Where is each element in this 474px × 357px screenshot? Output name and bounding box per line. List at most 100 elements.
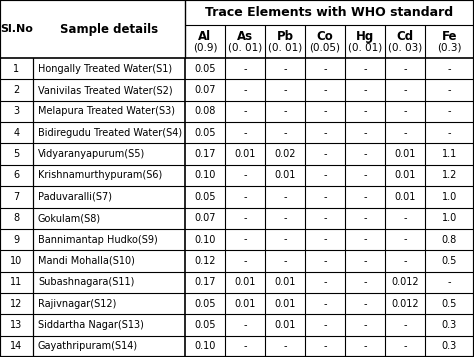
- Text: Fe: Fe: [442, 30, 457, 43]
- Text: 0.05: 0.05: [194, 298, 216, 308]
- Text: 11: 11: [10, 277, 23, 287]
- Text: 0.07: 0.07: [194, 85, 216, 95]
- Text: -: -: [243, 320, 247, 330]
- Text: Trace Elements with WHO standard: Trace Elements with WHO standard: [205, 6, 454, 19]
- Text: Rajivnagar(S12): Rajivnagar(S12): [38, 298, 117, 308]
- Text: Co: Co: [317, 30, 333, 43]
- Text: -: -: [363, 149, 367, 159]
- Text: -: -: [283, 235, 287, 245]
- Text: -: -: [323, 213, 327, 223]
- Text: 1.0: 1.0: [442, 192, 457, 202]
- Text: 0.01: 0.01: [234, 298, 255, 308]
- Text: 14: 14: [10, 341, 23, 351]
- Text: -: -: [283, 64, 287, 74]
- Text: 1: 1: [13, 64, 19, 74]
- Text: -: -: [323, 85, 327, 95]
- Text: Paduvaralli(S7): Paduvaralli(S7): [38, 192, 112, 202]
- Text: 1.1: 1.1: [442, 149, 457, 159]
- Text: -: -: [243, 85, 247, 95]
- Text: 0.10: 0.10: [194, 170, 216, 181]
- Text: -: -: [323, 235, 327, 245]
- Text: -: -: [283, 213, 287, 223]
- Text: -: -: [283, 192, 287, 202]
- Text: 13: 13: [10, 320, 23, 330]
- Text: Sl.No: Sl.No: [0, 24, 33, 34]
- Text: 0.17: 0.17: [194, 277, 216, 287]
- Text: Melapura Treated Water(S3): Melapura Treated Water(S3): [38, 106, 175, 116]
- Text: (0.05): (0.05): [310, 42, 340, 52]
- Text: Vidyaranyapurum(S5): Vidyaranyapurum(S5): [38, 149, 145, 159]
- Text: -: -: [323, 277, 327, 287]
- Text: -: -: [363, 235, 367, 245]
- Text: -: -: [323, 106, 327, 116]
- Text: 0.5: 0.5: [442, 298, 457, 308]
- Text: -: -: [323, 341, 327, 351]
- Text: -: -: [403, 213, 407, 223]
- Text: -: -: [448, 277, 451, 287]
- Text: -: -: [403, 128, 407, 138]
- Text: -: -: [243, 170, 247, 181]
- Text: 0.05: 0.05: [194, 320, 216, 330]
- Text: 3: 3: [13, 106, 19, 116]
- Text: 0.01: 0.01: [394, 149, 416, 159]
- Text: 7: 7: [13, 192, 19, 202]
- Text: -: -: [448, 64, 451, 74]
- Text: 0.17: 0.17: [194, 149, 216, 159]
- Text: Sample details: Sample details: [60, 22, 158, 35]
- Text: 5: 5: [13, 149, 19, 159]
- Text: 8: 8: [13, 213, 19, 223]
- Text: Al: Al: [199, 30, 211, 43]
- Text: 2: 2: [13, 85, 19, 95]
- Text: 0.08: 0.08: [194, 106, 216, 116]
- Text: Bannimantap Hudko(S9): Bannimantap Hudko(S9): [38, 235, 158, 245]
- Text: -: -: [403, 256, 407, 266]
- Text: 0.01: 0.01: [394, 170, 416, 181]
- Text: -: -: [448, 85, 451, 95]
- Text: -: -: [323, 64, 327, 74]
- Text: Pb: Pb: [276, 30, 293, 43]
- Text: 4: 4: [13, 128, 19, 138]
- Text: Cd: Cd: [396, 30, 413, 43]
- Text: Siddartha Nagar(S13): Siddartha Nagar(S13): [38, 320, 144, 330]
- Text: -: -: [323, 128, 327, 138]
- Text: 0.02: 0.02: [274, 149, 296, 159]
- Text: 0.8: 0.8: [442, 235, 457, 245]
- Text: (0.9): (0.9): [193, 42, 217, 52]
- Text: -: -: [283, 341, 287, 351]
- Text: 0.10: 0.10: [194, 235, 216, 245]
- Text: -: -: [403, 341, 407, 351]
- Text: -: -: [403, 320, 407, 330]
- Text: -: -: [363, 85, 367, 95]
- Text: (0.3): (0.3): [437, 42, 462, 52]
- Text: -: -: [363, 128, 367, 138]
- Text: -: -: [283, 256, 287, 266]
- Text: -: -: [323, 320, 327, 330]
- Text: -: -: [243, 341, 247, 351]
- Text: 0.01: 0.01: [274, 277, 296, 287]
- Text: -: -: [323, 192, 327, 202]
- Text: Gayathripuram(S14): Gayathripuram(S14): [38, 341, 138, 351]
- Text: 0.05: 0.05: [194, 64, 216, 74]
- Text: -: -: [243, 256, 247, 266]
- Text: 0.01: 0.01: [394, 192, 416, 202]
- Text: -: -: [363, 192, 367, 202]
- Text: (0. 01): (0. 01): [228, 42, 262, 52]
- Text: 0.3: 0.3: [442, 341, 457, 351]
- Text: -: -: [403, 106, 407, 116]
- Text: -: -: [363, 298, 367, 308]
- Text: (0. 01): (0. 01): [348, 42, 382, 52]
- Text: Hg: Hg: [356, 30, 374, 43]
- Text: 0.01: 0.01: [234, 149, 255, 159]
- Text: -: -: [283, 128, 287, 138]
- Text: 1.2: 1.2: [442, 170, 457, 181]
- Text: -: -: [243, 213, 247, 223]
- Text: -: -: [403, 85, 407, 95]
- Text: -: -: [363, 341, 367, 351]
- Text: -: -: [403, 64, 407, 74]
- Text: -: -: [323, 149, 327, 159]
- Text: 0.07: 0.07: [194, 213, 216, 223]
- Text: -: -: [243, 128, 247, 138]
- Text: 10: 10: [10, 256, 23, 266]
- Text: 0.05: 0.05: [194, 192, 216, 202]
- Text: 0.10: 0.10: [194, 341, 216, 351]
